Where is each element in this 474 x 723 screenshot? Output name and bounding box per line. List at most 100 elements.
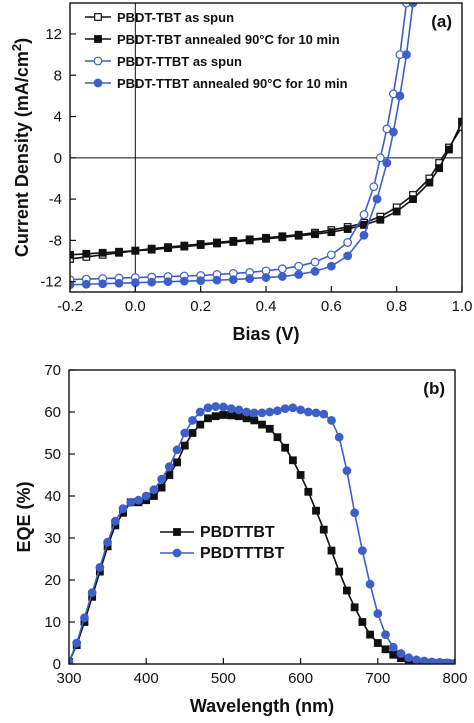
series-2-point [80, 613, 89, 623]
series-2-point [458, 117, 462, 126]
series-2-point [278, 233, 287, 242]
series-1-point [288, 456, 297, 465]
series-2-point [342, 466, 352, 476]
legend: PBDT-TBT as spun PBDT-TBT annealed 90°C f… [85, 10, 348, 91]
series-2-point [229, 238, 238, 246]
series-2-point [118, 504, 128, 514]
series-2-point [327, 416, 336, 425]
series-2-point [103, 537, 112, 547]
x-tick-label: 400 [134, 670, 159, 687]
legend: PBDTTBT PBDTTTBT [160, 524, 285, 562]
series-2-point [180, 242, 189, 251]
legend-entry: PBDT-TBT annealed 90°C for 10 min [85, 32, 340, 47]
x-tick-label: 0.4 [256, 298, 277, 315]
series-2-point [157, 474, 167, 484]
series-2-point [280, 404, 290, 414]
x-tick-label: -0.2 [57, 298, 83, 315]
series-4-point [179, 276, 189, 286]
x-tick-label: 500 [211, 670, 236, 687]
series-4-point [70, 280, 75, 290]
panel-b-eqe-spectra: 300 400 500 600 700 800 0 10 20 30 40 50 60 70 Wavelen… [14, 362, 468, 716]
x-tick-label: 0.0 [125, 298, 146, 315]
y-tick-label: 8 [54, 67, 62, 84]
series-4-point [212, 275, 222, 285]
series-4-point [294, 270, 304, 279]
legend-entry: PBDT-TTBT annealed 90°C for 10 min [85, 76, 348, 91]
series-3-point [294, 261, 304, 271]
series-2-point [249, 408, 259, 418]
series-1-point [327, 546, 336, 555]
legend-label: PBDTTTBT [200, 545, 285, 562]
series-2-point [195, 407, 205, 417]
series-2-point [294, 231, 303, 240]
legend-entry: PBDTTTBT [160, 545, 285, 562]
series-1-point [350, 603, 359, 612]
series-2 [69, 402, 455, 664]
series-2-point [70, 250, 74, 259]
series-1-point [265, 424, 274, 433]
series-3-point [359, 210, 369, 219]
series-1-point [227, 411, 236, 420]
series-2-point [303, 407, 313, 417]
legend-label: PBDT-TBT as spun [117, 10, 234, 25]
series-1-point [343, 586, 351, 595]
y-tick-label: 0 [53, 656, 61, 673]
series-2-point [381, 630, 390, 639]
series-1-point [373, 639, 382, 647]
series-2-point [95, 563, 105, 572]
series-2-point [147, 245, 156, 254]
series-4-point [114, 278, 124, 288]
series-1-point [281, 443, 290, 452]
series-1-point [312, 506, 320, 515]
y-axis-label-end: ) [12, 38, 32, 44]
plot-area [70, 3, 462, 290]
series-2-point [72, 638, 82, 648]
x-tick-label: 0.8 [386, 298, 407, 315]
series-2-point [188, 416, 197, 425]
x-tick-label: 600 [288, 670, 313, 687]
y-tick-label: 60 [44, 404, 61, 421]
legend-entry: PBDT-TTBT as spun [85, 54, 242, 69]
series-2-point [425, 178, 434, 187]
series-2-point [234, 405, 244, 415]
series-2-point [435, 657, 444, 664]
series-2-point [218, 402, 228, 412]
y-tick-label: 40 [44, 488, 61, 505]
series-4-point [163, 277, 173, 287]
y-tick-label: 20 [44, 572, 61, 589]
series-2-point [203, 403, 213, 413]
y-axis-label: EQE (%) [14, 481, 34, 552]
series-2-point [442, 658, 452, 664]
legend-marker [172, 548, 182, 558]
series-2-point [257, 408, 267, 418]
series-2-point [164, 462, 174, 472]
series-2 [70, 117, 462, 259]
series-1-point [165, 471, 174, 479]
y-tick-label: 0 [54, 150, 62, 167]
series-2-point [87, 588, 97, 597]
y-tick-label: 50 [44, 446, 61, 463]
series-2-point [196, 241, 205, 249]
series-2-point [357, 546, 367, 555]
series-2-point [242, 407, 251, 417]
series-2-point [311, 408, 321, 418]
series-2-point [245, 236, 254, 245]
legend-entry: PBDT-TBT as spun [85, 10, 234, 25]
x-tick-label: 800 [442, 670, 467, 687]
series-2-point [319, 409, 329, 419]
series-2-point [126, 497, 136, 507]
series-1-point [250, 416, 259, 425]
series-2-point [334, 432, 344, 442]
series-2-point [288, 403, 298, 413]
plot-frame [68, 369, 456, 665]
y-tick-label: 10 [44, 614, 61, 631]
series-2-point [69, 657, 74, 664]
series-1-point [196, 420, 205, 429]
series-1-point [366, 630, 374, 639]
series-2-point [409, 195, 417, 204]
series-1-point [157, 483, 166, 492]
series-1-point [389, 650, 398, 659]
series-2-point [262, 234, 270, 243]
series-2-point [110, 516, 120, 526]
